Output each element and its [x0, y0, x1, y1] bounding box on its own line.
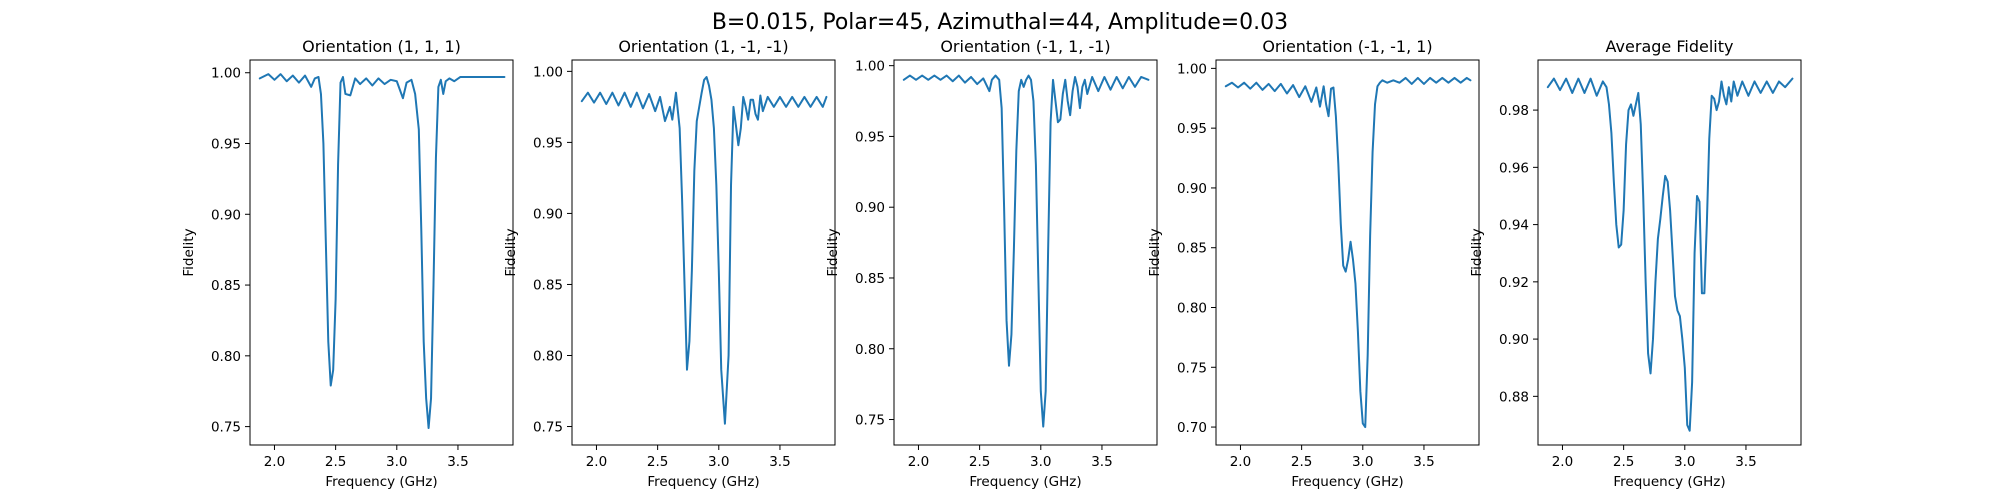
series-line-3-1 — [902, 74, 1150, 428]
y-tick-label: 1.00 — [855, 59, 885, 75]
panel-4: 2.0 2.5 3.0 3.5 0.70 0.75 0.80 0.85 0.90 0.95 1.00… — [1147, 37, 1480, 490]
y-tick-label: 1.00 — [211, 66, 241, 82]
y-tick-label: 0.75 — [1177, 360, 1207, 376]
panel-title: Orientation (-1, -1, 1) — [1262, 37, 1432, 56]
x-tick-label: 3.0 — [1352, 454, 1373, 470]
panel-title: Orientation (1, 1, 1) — [302, 37, 461, 56]
panel-title: Orientation (1, -1, -1) — [618, 37, 788, 56]
x-tick-label: 2.5 — [325, 454, 346, 470]
x-tick-label: 3.0 — [386, 454, 407, 470]
x-tick-label: 3.5 — [1091, 454, 1112, 470]
x-tick-label: 3.5 — [447, 454, 468, 470]
panel-title: Average Fidelity — [1606, 37, 1734, 56]
plot-frame-1 — [249, 59, 514, 446]
x-axis-label: Frequency (GHz) — [1291, 474, 1403, 490]
panel-2: 2.0 2.5 3.0 3.5 0.75 0.80 0.85 0.90 0.95 1.00 Orie… — [503, 37, 836, 490]
y-tick-label: 0.90 — [1499, 332, 1529, 348]
y-tick-label: 1.00 — [533, 64, 563, 80]
y-tick-label: 0.95 — [211, 137, 241, 153]
y-tick-label: 0.85 — [211, 278, 241, 294]
plot-frame-5 — [1537, 59, 1802, 446]
y-axis-label: Fidelity — [825, 228, 841, 276]
x-tick-label: 3.5 — [1735, 454, 1756, 470]
y-axis-label: Fidelity — [1469, 228, 1485, 276]
panel-3: 2.0 2.5 3.0 3.5 0.75 0.80 0.85 0.90 0.95 1.00 Orie… — [825, 37, 1158, 490]
plot-frame-4 — [1215, 59, 1480, 446]
y-tick-label: 0.95 — [1177, 121, 1207, 137]
y-tick-label: 0.80 — [855, 342, 885, 358]
y-tick-label: 0.70 — [1177, 420, 1207, 436]
x-axis-label: Frequency (GHz) — [647, 474, 759, 490]
x-tick-label: 2.0 — [908, 454, 929, 470]
y-tick-label: 0.80 — [1177, 301, 1207, 317]
y-tick-label: 0.90 — [855, 200, 885, 216]
series-line-1-1 — [258, 73, 506, 430]
x-tick-label: 2.5 — [1613, 454, 1634, 470]
y-tick-label: 0.95 — [855, 129, 885, 145]
y-tick-label: 0.75 — [211, 420, 241, 436]
panel-title: Orientation (-1, 1, -1) — [940, 37, 1110, 56]
y-tick-label: 0.88 — [1499, 389, 1529, 405]
y-tick-label: 0.75 — [533, 420, 563, 436]
panels-group: 2.0 2.5 3.0 3.5 0.75 0.80 0.85 0.90 0.95 1.00 Orie… — [181, 37, 1802, 490]
x-tick-label: 3.0 — [708, 454, 729, 470]
x-axis-label: Frequency (GHz) — [325, 474, 437, 490]
y-tick-label: 0.90 — [1177, 181, 1207, 197]
y-tick-label: 0.96 — [1499, 160, 1529, 176]
x-tick-label: 2.0 — [586, 454, 607, 470]
panel-5: 2.0 2.5 3.0 3.5 0.88 0.90 0.92 0.94 0.96 0.98 Aver… — [1469, 37, 1802, 490]
x-tick-label: 3.5 — [1413, 454, 1434, 470]
y-axis-label: Fidelity — [503, 228, 519, 276]
x-axis-label: Frequency (GHz) — [1613, 474, 1725, 490]
panel-1: 2.0 2.5 3.0 3.5 0.75 0.80 0.85 0.90 0.95 1.00 Orie… — [181, 37, 514, 490]
series-line-5-1 — [1546, 77, 1794, 432]
y-tick-label: 0.80 — [211, 349, 241, 365]
y-tick-label: 0.75 — [855, 413, 885, 429]
x-tick-label: 3.0 — [1674, 454, 1695, 470]
x-axis-label: Frequency (GHz) — [969, 474, 1081, 490]
figure-suptitle: B=0.015, Polar=45, Azimuthal=44, Amplitu… — [712, 10, 1288, 35]
y-tick-label: 0.92 — [1499, 275, 1529, 291]
series-line-2-1 — [580, 76, 828, 425]
plot-frame-2 — [571, 59, 836, 446]
y-tick-label: 0.85 — [855, 271, 885, 287]
x-tick-label: 3.0 — [1030, 454, 1051, 470]
y-axis-label: Fidelity — [1147, 228, 1163, 276]
x-tick-label: 2.0 — [264, 454, 285, 470]
x-tick-label: 2.0 — [1552, 454, 1573, 470]
y-tick-label: 0.95 — [533, 135, 563, 151]
series-line-4-1 — [1224, 76, 1472, 429]
y-tick-label: 0.90 — [211, 207, 241, 223]
y-tick-label: 0.80 — [533, 348, 563, 364]
y-tick-label: 0.85 — [1177, 241, 1207, 257]
x-tick-label: 3.5 — [769, 454, 790, 470]
plot-frame-3 — [893, 59, 1158, 446]
x-tick-label: 2.5 — [647, 454, 668, 470]
y-tick-label: 0.94 — [1499, 218, 1529, 234]
x-tick-label: 2.5 — [969, 454, 990, 470]
x-tick-label: 2.0 — [1230, 454, 1251, 470]
y-tick-label: 0.98 — [1499, 103, 1529, 119]
y-axis-label: Fidelity — [181, 228, 197, 276]
y-tick-label: 1.00 — [1177, 61, 1207, 77]
x-tick-label: 2.5 — [1291, 454, 1312, 470]
y-tick-label: 0.90 — [533, 206, 563, 222]
y-tick-label: 0.85 — [533, 277, 563, 293]
